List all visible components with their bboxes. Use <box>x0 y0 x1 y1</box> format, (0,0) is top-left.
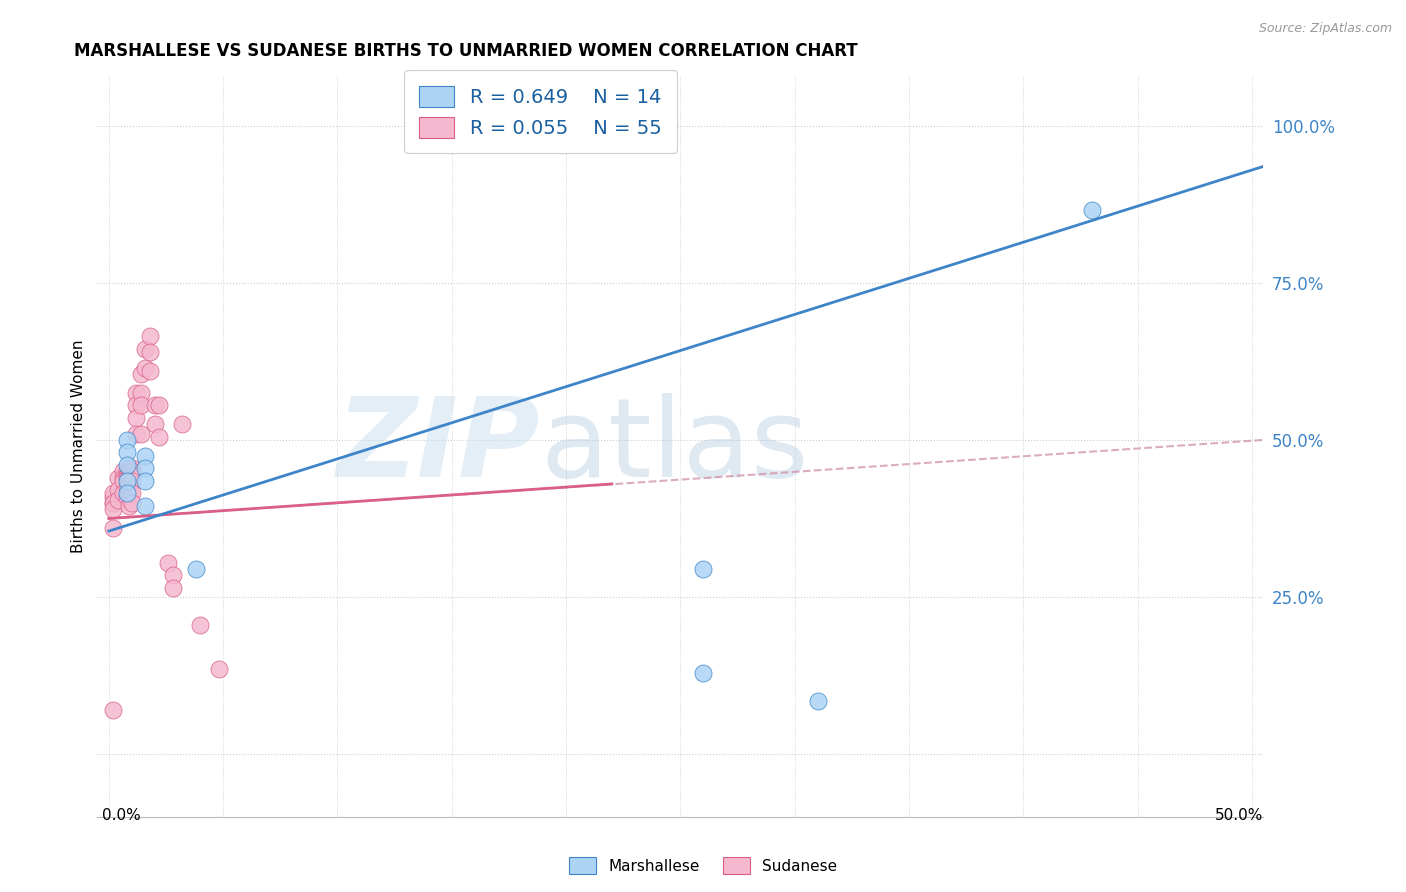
Point <box>115 486 138 500</box>
Point <box>118 477 141 491</box>
Point <box>170 417 193 432</box>
Point <box>125 398 148 412</box>
Point <box>121 461 143 475</box>
Point <box>118 486 141 500</box>
Point <box>692 562 714 576</box>
Point <box>111 464 134 478</box>
Point <box>134 499 156 513</box>
Y-axis label: Births to Unmarried Women: Births to Unmarried Women <box>72 340 86 553</box>
Point <box>129 367 152 381</box>
Point <box>107 483 129 498</box>
Point <box>115 458 138 472</box>
Point <box>115 490 138 504</box>
Point <box>148 398 170 412</box>
Point <box>134 449 156 463</box>
Point <box>184 562 207 576</box>
Point <box>118 499 141 513</box>
Point <box>121 486 143 500</box>
Text: 50.0%: 50.0% <box>1215 808 1264 822</box>
Point <box>118 470 141 484</box>
Legend: Marshallese, Sudanese: Marshallese, Sudanese <box>562 851 844 880</box>
Point <box>115 480 138 494</box>
Point <box>139 344 162 359</box>
Point <box>207 662 229 676</box>
Point <box>188 618 211 632</box>
Point <box>121 467 143 482</box>
Point <box>115 464 138 478</box>
Text: 0.0%: 0.0% <box>101 808 141 822</box>
Point <box>121 496 143 510</box>
Point <box>143 417 166 432</box>
Point <box>125 385 148 400</box>
Point <box>162 568 184 582</box>
Text: Source: ZipAtlas.com: Source: ZipAtlas.com <box>1258 22 1392 36</box>
Point <box>143 398 166 412</box>
Point <box>692 665 714 680</box>
Point <box>111 486 134 500</box>
Point <box>121 464 143 478</box>
Point <box>115 474 138 488</box>
Point <box>103 490 125 504</box>
Point <box>103 496 125 510</box>
Point <box>125 411 148 425</box>
Point <box>107 470 129 484</box>
Point <box>806 694 828 708</box>
Text: MARSHALLESE VS SUDANESE BIRTHS TO UNMARRIED WOMEN CORRELATION CHART: MARSHALLESE VS SUDANESE BIRTHS TO UNMARR… <box>75 42 858 60</box>
Point <box>111 470 134 484</box>
Text: atlas: atlas <box>540 392 808 500</box>
Point <box>121 474 143 488</box>
Point <box>129 398 152 412</box>
Point <box>129 385 152 400</box>
Point <box>103 703 125 717</box>
Point <box>115 445 138 459</box>
Point <box>103 521 125 535</box>
Point <box>139 364 162 378</box>
Point <box>103 496 125 510</box>
Point <box>103 502 125 516</box>
Point <box>1081 203 1104 218</box>
Point <box>134 474 156 488</box>
Point <box>134 360 156 375</box>
Point <box>107 492 129 507</box>
Point <box>157 556 180 570</box>
Point <box>118 467 141 482</box>
Point <box>115 467 138 482</box>
Point <box>118 464 141 478</box>
Point <box>129 426 152 441</box>
Point <box>125 426 148 441</box>
Legend: R = 0.649    N = 14, R = 0.055    N = 55: R = 0.649 N = 14, R = 0.055 N = 55 <box>404 70 678 153</box>
Text: ZIP: ZIP <box>337 392 540 500</box>
Point <box>134 461 156 475</box>
Point <box>115 433 138 447</box>
Point <box>115 470 138 484</box>
Point <box>118 461 141 475</box>
Point <box>103 486 125 500</box>
Point <box>148 430 170 444</box>
Point <box>134 342 156 356</box>
Point <box>139 329 162 343</box>
Point <box>111 474 134 488</box>
Point <box>162 581 184 595</box>
